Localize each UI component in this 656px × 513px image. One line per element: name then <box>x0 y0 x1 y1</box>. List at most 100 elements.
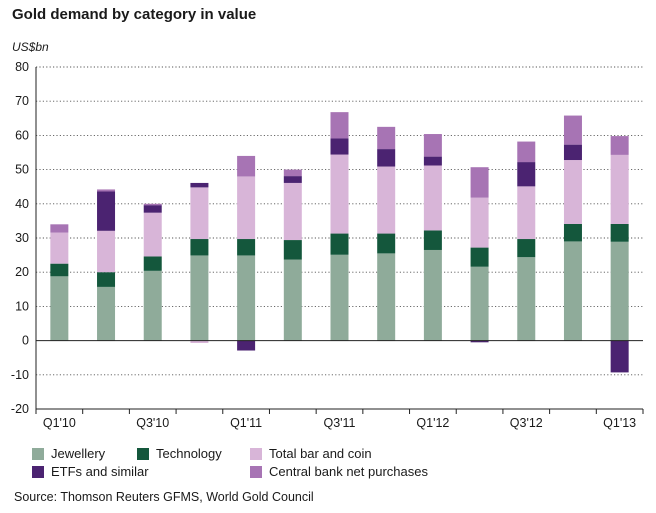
y-tick-label: -10 <box>11 368 29 382</box>
bar-total-bar-and-coin <box>237 176 256 240</box>
bar-total-bar-and-coin <box>190 187 209 240</box>
bar-total-bar-and-coin <box>423 165 442 231</box>
bar-jewellery <box>563 241 582 341</box>
y-tick-label: 50 <box>15 163 29 177</box>
chart-plot-area: 80 70 60 50 40 30 20 10 0 -10 -20 Q1'10 Q3'10 Q1'11 Q3… <box>11 60 644 430</box>
x-tick-label: Q1'11 <box>230 416 262 430</box>
legend-item-technology: Technology <box>137 446 222 461</box>
x-tick-label: Q1'13 <box>603 416 636 430</box>
y-tick-label: 80 <box>15 60 29 74</box>
bar-total-bar-and-coin <box>283 182 302 241</box>
y-tick-label: 70 <box>15 94 29 108</box>
legend-swatch-jewellery <box>32 447 44 460</box>
bar-central-bank-net-purchases <box>97 189 116 192</box>
bar-negative-etfs-and-similar <box>610 340 629 373</box>
legend-label-etfs-and-similar: ETFs and similar <box>51 464 149 479</box>
bar-jewellery <box>517 257 536 341</box>
legend-item-jewellery: Jewellery <box>32 446 105 461</box>
bar-central-bank-net-purchases <box>610 136 629 155</box>
x-tick-label: Q1'12 <box>416 416 449 430</box>
bar-total-bar-and-coin <box>517 186 536 240</box>
bar-etfs-and-similar <box>330 138 349 155</box>
bar-technology <box>237 239 256 256</box>
bar-technology <box>143 256 162 271</box>
bar-total-bar-and-coin <box>470 197 489 248</box>
legend-label-jewellery: Jewellery <box>51 446 106 461</box>
bar-central-bank-net-purchases <box>377 126 396 150</box>
legend-swatch-etfs-and-similar <box>32 465 44 478</box>
bar-etfs-and-similar <box>563 144 582 161</box>
legend-label-central-bank-net-purchases: Central bank net purchases <box>269 464 428 479</box>
chart-title: Gold demand by category in value <box>12 6 257 23</box>
bar-technology <box>377 233 396 254</box>
y-tick-label: 20 <box>15 265 29 279</box>
x-tick-label: Q3'11 <box>323 416 355 430</box>
legend-item-etfs-and-similar: ETFs and similar <box>32 464 149 479</box>
bar-total-bar-and-coin <box>610 154 629 224</box>
chart-source-note: Source: Thomson Reuters GFMS, World Gold… <box>14 490 314 504</box>
x-tick-label: Q1'10 <box>43 416 76 430</box>
bar-jewellery <box>97 286 116 341</box>
bar-technology <box>470 247 489 267</box>
bar-central-bank-net-purchases <box>237 155 256 177</box>
x-tick-label: Q3'12 <box>510 416 543 430</box>
bar-technology <box>517 239 536 258</box>
bar-etfs-and-similar <box>517 162 536 187</box>
bar-central-bank-net-purchases <box>143 203 162 206</box>
bar-central-bank-net-purchases <box>563 115 582 145</box>
legend-swatch-central-bank-net-purchases <box>250 465 262 478</box>
bar-technology <box>50 263 69 277</box>
y-tick-label: 30 <box>15 231 29 245</box>
bar-total-bar-and-coin <box>97 230 116 273</box>
y-tick-label: 60 <box>15 128 29 142</box>
bar-technology <box>610 223 629 242</box>
bar-jewellery <box>610 241 629 341</box>
legend-item-central-bank-net-purchases: Central bank net purchases <box>250 464 428 479</box>
legend-swatch-technology <box>137 447 149 460</box>
bar-total-bar-and-coin <box>563 160 582 224</box>
bar-technology <box>190 239 209 256</box>
bar-total-bar-and-coin <box>330 154 349 234</box>
bar-etfs-and-similar <box>97 191 116 231</box>
bar-central-bank-net-purchases <box>423 134 442 157</box>
bar-technology <box>283 240 302 260</box>
bar-central-bank-net-purchases <box>517 141 536 163</box>
bar-technology <box>423 230 442 250</box>
bar-jewellery <box>143 270 162 341</box>
bar-total-bar-and-coin <box>143 212 162 257</box>
bar-jewellery <box>330 254 349 341</box>
legend-label-total-bar-and-coin: Total bar and coin <box>269 446 372 461</box>
legend-swatch-total-bar-and-coin <box>250 447 262 460</box>
bar-jewellery <box>470 266 489 341</box>
bar-jewellery <box>377 253 396 341</box>
bar-etfs-and-similar <box>283 176 302 183</box>
bar-negative-total-bar-and-coin <box>190 340 209 343</box>
bar-central-bank-net-purchases <box>330 112 349 139</box>
bar-total-bar-and-coin <box>377 166 396 234</box>
bar-etfs-and-similar <box>190 182 209 188</box>
bar-jewellery <box>237 255 256 341</box>
x-tick-label: Q3'10 <box>136 416 169 430</box>
bar-jewellery <box>283 259 302 341</box>
bar-technology <box>330 233 349 255</box>
bar-central-bank-net-purchases <box>283 169 302 177</box>
bar-negative-etfs-and-similar <box>470 340 489 343</box>
bar-etfs-and-similar <box>423 156 442 166</box>
y-axis-unit-label: US$bn <box>12 40 49 54</box>
y-tick-label: 0 <box>22 334 29 348</box>
bar-negative-etfs-and-similar <box>237 340 256 351</box>
bar-etfs-and-similar <box>377 149 396 167</box>
bar-etfs-and-similar <box>143 205 162 213</box>
bar-central-bank-net-purchases <box>50 224 69 233</box>
y-tick-label: 10 <box>15 299 29 313</box>
y-tick-label: 40 <box>15 197 29 211</box>
bar-technology <box>97 272 116 287</box>
bar-jewellery <box>50 276 69 341</box>
bar-total-bar-and-coin <box>50 232 69 264</box>
bar-central-bank-net-purchases <box>470 167 489 198</box>
legend-item-total-bar-and-coin: Total bar and coin <box>250 446 372 461</box>
bar-jewellery <box>190 255 209 341</box>
legend-label-technology: Technology <box>156 446 222 461</box>
bar-jewellery <box>423 249 442 341</box>
bar-technology <box>563 223 582 242</box>
